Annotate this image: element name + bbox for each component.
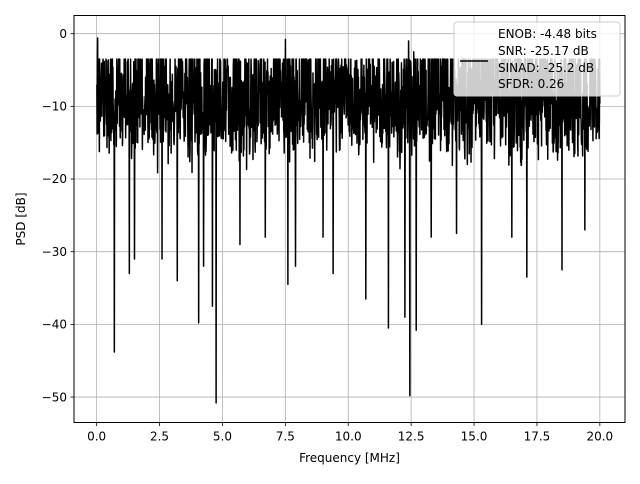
tick-layer: 0.0 2.5 5.0 7.5 10.0 12.5 15.0 17.5 20.0 0 −10 −20 −… xyxy=(42,27,614,444)
x-tick-label: 7.5 xyxy=(276,430,295,444)
legend-entry-sinad: SINAD: -25.2 dB xyxy=(498,61,594,75)
legend-entry-sfdr: SFDR: 0.26 xyxy=(498,77,564,91)
y-tick-label: −10 xyxy=(42,100,67,114)
psd-series-line xyxy=(95,37,601,404)
x-tick-label: 20.0 xyxy=(586,430,613,444)
x-tick-label: 12.5 xyxy=(398,430,425,444)
x-tick-label: 10.0 xyxy=(335,430,362,444)
plot-layer xyxy=(95,37,601,404)
y-tick-label: −50 xyxy=(42,390,67,404)
y-tick-label: −20 xyxy=(42,172,67,186)
legend-box xyxy=(453,21,621,97)
x-tick-label: 0.0 xyxy=(87,430,106,444)
x-tick-label: 15.0 xyxy=(461,430,488,444)
y-tick-label: 0 xyxy=(59,27,67,41)
axes-frame xyxy=(73,15,626,423)
x-tick-label: 17.5 xyxy=(524,430,551,444)
legend-entry-enob: ENOB: -4.48 bits xyxy=(498,27,597,41)
y-tick-label: −30 xyxy=(42,245,67,259)
x-axis-label: Frequency [MHz] xyxy=(299,451,400,465)
legend: ENOB: -4.48 bits SNR: -25.17 dB SINAD: -… xyxy=(453,21,621,97)
y-axis-label: PSD [dB] xyxy=(14,192,28,245)
x-tick-label: 5.0 xyxy=(213,430,232,444)
x-tick-label: 2.5 xyxy=(150,430,169,444)
y-tick-label: −40 xyxy=(42,318,67,332)
legend-entry-snr: SNR: -25.17 dB xyxy=(498,44,589,58)
